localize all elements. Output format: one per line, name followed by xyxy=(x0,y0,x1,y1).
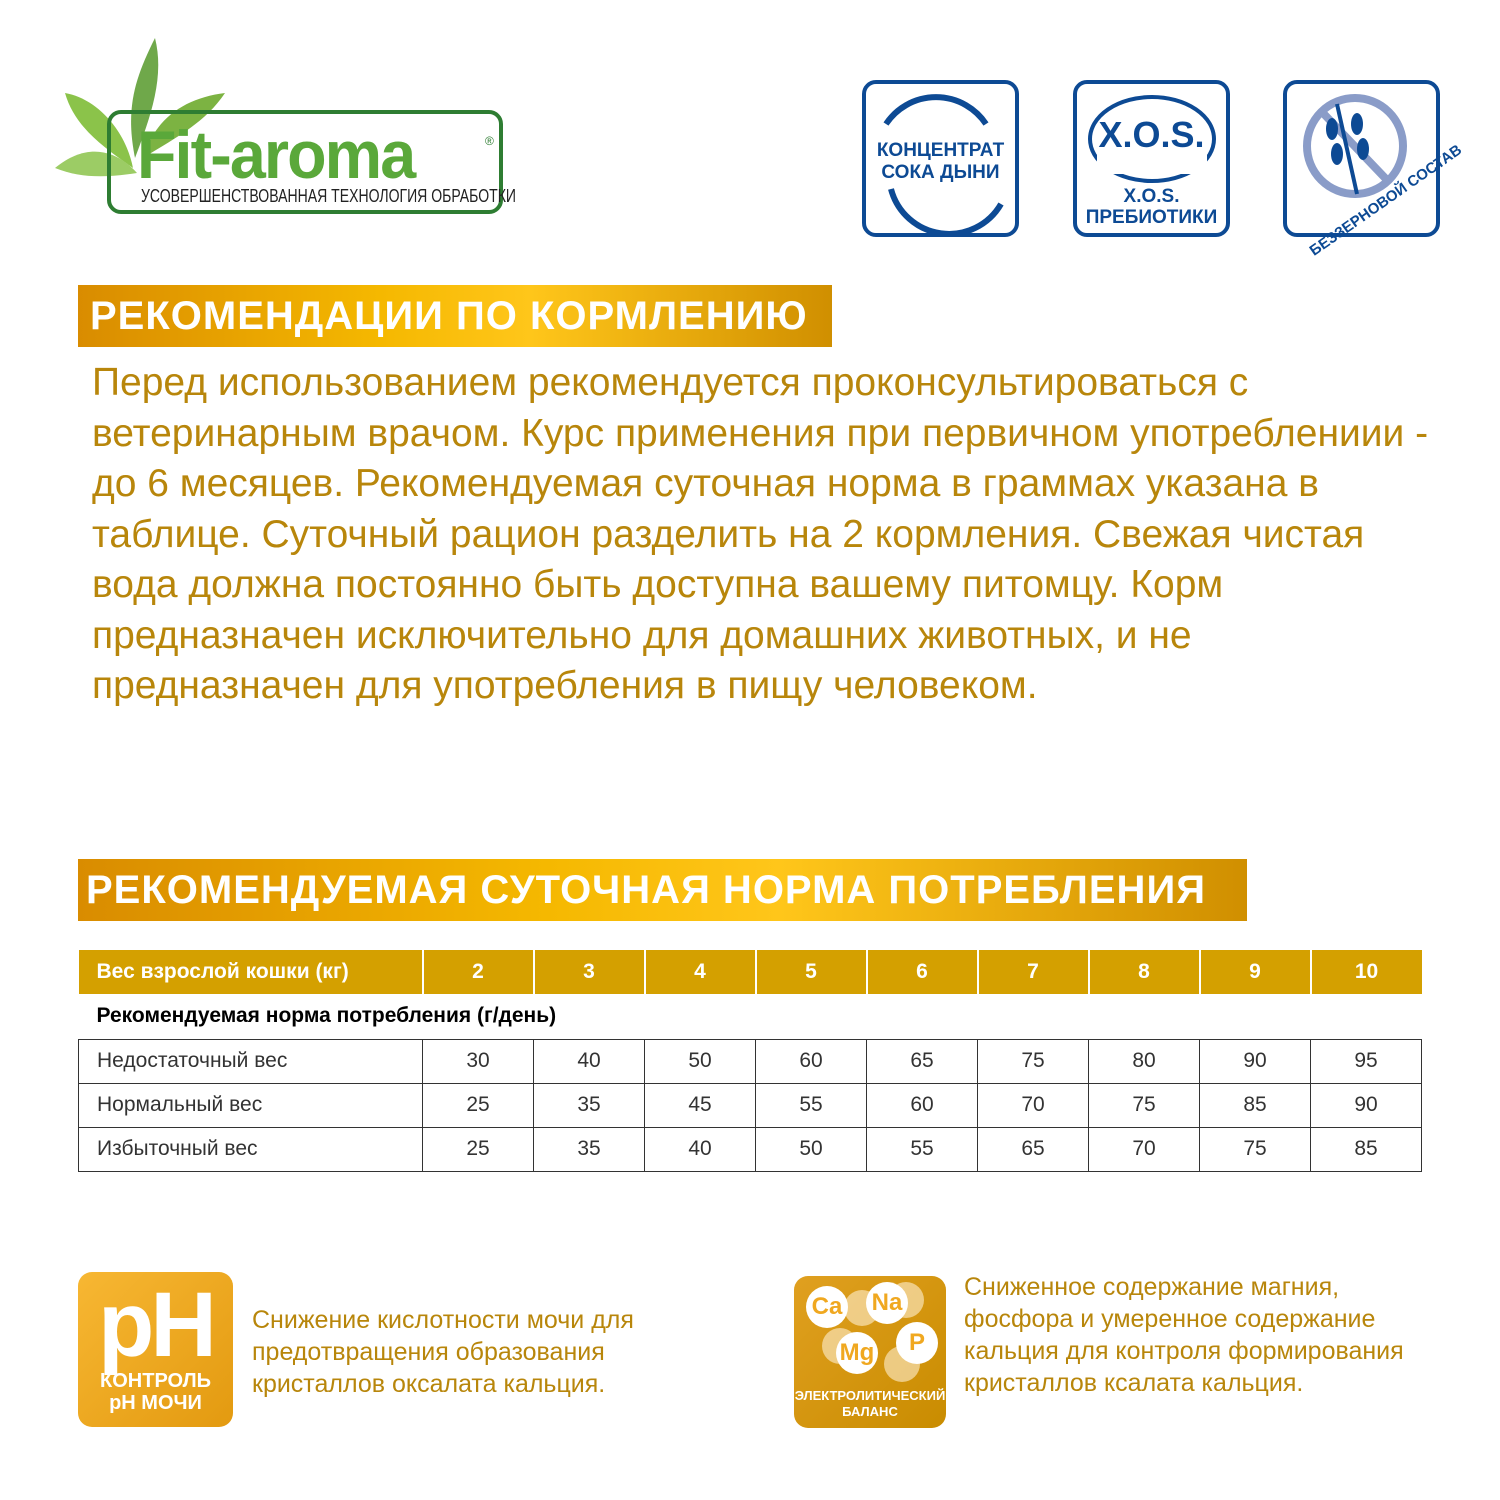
header-cell: 8 xyxy=(1088,950,1201,994)
value-cell: 55 xyxy=(866,1126,978,1172)
value-cell: 75 xyxy=(1199,1126,1311,1172)
value-cell: 95 xyxy=(1310,1038,1422,1084)
table-row: Избыточный вес 25 35 40 50 55 65 70 75 85 xyxy=(78,1126,1422,1172)
melon-juice-badge: КОНЦЕНТРАТ СОКА ДЫНИ xyxy=(862,80,1019,237)
value-cell: 75 xyxy=(1088,1082,1200,1128)
registered-mark: ® xyxy=(485,134,494,148)
header-cell: Вес взрослой кошки (кг) xyxy=(78,950,424,994)
value-cell: 30 xyxy=(422,1038,534,1084)
element-p: P xyxy=(896,1322,938,1364)
table-row: Недостаточный вес 30 40 50 60 65 75 80 90 95 xyxy=(78,1038,1422,1084)
ph-description: Снижение кислотности мочи для предотвращ… xyxy=(252,1306,634,1398)
value-cell: 70 xyxy=(977,1082,1089,1128)
value-cell: 35 xyxy=(533,1082,645,1128)
table-subheader: Рекомендуемая норма потребления (г/день) xyxy=(96,1004,557,1028)
header-cell: 10 xyxy=(1310,950,1422,994)
value-cell: 65 xyxy=(977,1126,1089,1172)
ph-control-icon: pH КОНТРОЛЬ pH МОЧИ xyxy=(78,1272,233,1427)
value-cell: 75 xyxy=(977,1038,1089,1084)
badge-line: СОКА ДЫНИ xyxy=(881,162,1000,183)
value-cell: 40 xyxy=(533,1038,645,1084)
header-cell: 2 xyxy=(422,950,535,994)
element-mg: Mg xyxy=(836,1332,878,1374)
logo-frame xyxy=(107,110,503,214)
value-cell: 70 xyxy=(1088,1126,1200,1172)
badge-line: КОНЦЕНТРАТ xyxy=(876,140,1005,161)
row-label: Нормальный вес xyxy=(78,1082,423,1128)
melon-juice-icon xyxy=(883,94,1004,233)
grain-free-badge: БЕЗЗЕРНОВОЙ СОСТАВ xyxy=(1283,80,1465,260)
value-cell: 90 xyxy=(1310,1082,1422,1128)
ph-symbol: pH xyxy=(98,1274,217,1376)
header-cell: 9 xyxy=(1199,950,1312,994)
electrolyte-description: Сниженное содержание магния, фосфора и у… xyxy=(964,1273,1404,1397)
header-cell: 7 xyxy=(977,950,1090,994)
value-cell: 90 xyxy=(1199,1038,1311,1084)
element-na: Na xyxy=(866,1282,908,1324)
value-cell: 25 xyxy=(422,1126,534,1172)
value-cell: 60 xyxy=(866,1082,978,1128)
value-cell: 80 xyxy=(1088,1038,1200,1084)
badge-line: X.O.S. xyxy=(1123,186,1180,207)
row-label: Недостаточный вес xyxy=(78,1038,423,1084)
feeding-title: РЕКОМЕНДАЦИИ ПО КОРМЛЕНИЮ xyxy=(78,285,832,347)
value-cell: 25 xyxy=(422,1082,534,1128)
electrolyte-balance-icon: Ca Na Mg P ЭЛЕКТРОЛИТИЧЕСКИЙ БАЛАНС xyxy=(794,1276,946,1428)
value-cell: 55 xyxy=(755,1082,867,1128)
feeding-table: Вес взрослой кошки (кг) 2 3 4 5 6 7 8 9 … xyxy=(78,950,1422,1172)
xos-badge: X.O.S. X.O.S. ПРЕБИОТИКИ xyxy=(1073,80,1230,237)
table-header: Вес взрослой кошки (кг) 2 3 4 5 6 7 8 9 … xyxy=(78,950,1422,994)
norm-title: РЕКОМЕНДУЕМАЯ СУТОЧНАЯ НОРМА ПОТРЕБЛЕНИЯ xyxy=(78,859,1247,921)
header-cell: 5 xyxy=(755,950,868,994)
value-cell: 50 xyxy=(755,1126,867,1172)
xos-title: X.O.S. xyxy=(1098,114,1205,155)
icon-label: ЭЛЕКТРОЛИТИЧЕСКИЙ xyxy=(794,1388,946,1403)
badge-line: ПРЕБИОТИКИ xyxy=(1085,207,1218,228)
row-label: Избыточный вес xyxy=(78,1126,423,1172)
table-row: Нормальный вес 25 35 45 55 60 70 75 85 90 xyxy=(78,1082,1422,1128)
value-cell: 50 xyxy=(644,1038,756,1084)
value-cell: 40 xyxy=(644,1126,756,1172)
grain-free-icon xyxy=(1303,94,1407,198)
value-cell: 85 xyxy=(1199,1082,1311,1128)
feeding-text: Перед использованием рекомендуется проко… xyxy=(92,361,1429,707)
element-ca: Ca xyxy=(806,1286,848,1328)
header-cell: 6 xyxy=(866,950,979,994)
icon-label: БАЛАНС xyxy=(842,1404,898,1419)
value-cell: 60 xyxy=(755,1038,867,1084)
value-cell: 85 xyxy=(1310,1126,1422,1172)
value-cell: 35 xyxy=(533,1126,645,1172)
value-cell: 45 xyxy=(644,1082,756,1128)
value-cell: 65 xyxy=(866,1038,978,1084)
leaf-icon xyxy=(55,38,225,177)
header-cell: 4 xyxy=(644,950,757,994)
logo-name: Fit-aroma xyxy=(137,117,416,193)
logo-tagline: УСОВЕРШЕНСТВОВАННАЯ ТЕХНОЛОГИЯ ОБРАБОТКИ xyxy=(141,186,516,206)
xos-icon xyxy=(1088,95,1216,183)
header-cell: 3 xyxy=(533,950,646,994)
fit-aroma-logo: Fit-aroma ® УСОВЕРШЕНСТВОВАННАЯ ТЕХНОЛОГ… xyxy=(55,38,516,218)
icon-label: pH МОЧИ xyxy=(109,1392,202,1414)
icon-label: КОНТРОЛЬ xyxy=(100,1370,211,1392)
